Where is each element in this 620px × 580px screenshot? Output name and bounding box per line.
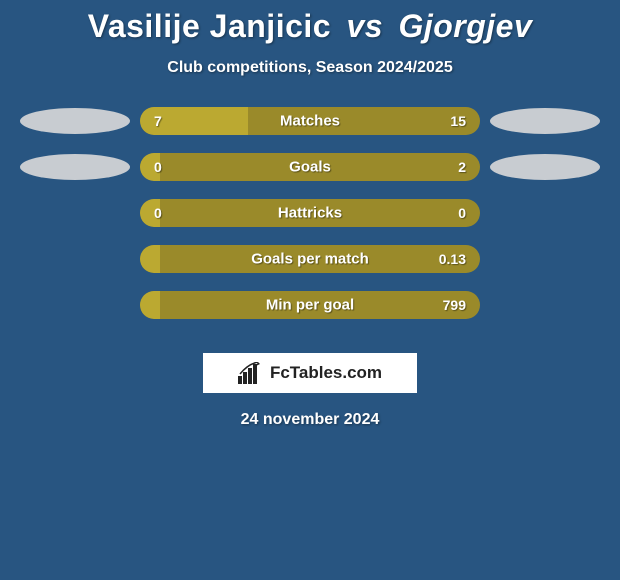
stat-value-left: 0 [154,205,162,221]
stat-value-right: 0.13 [439,251,466,267]
decor-left-ellipse [20,154,130,180]
stat-value-right: 2 [458,159,466,175]
title-vs: vs [346,8,383,44]
stat-bar: 7 Matches 15 [140,107,480,135]
stat-bar-fill [140,245,160,273]
stat-label: Goals per match [251,251,369,268]
stat-value-right: 15 [450,113,466,129]
bars-icon [238,362,264,384]
stat-row: 7 Matches 15 [20,107,600,135]
stat-label: Hattricks [278,205,342,222]
stat-label: Goals [289,159,331,176]
player-a-name: Vasilije Janjicic [88,8,331,44]
branding-text: FcTables.com [270,363,382,383]
stat-label: Min per goal [266,297,354,314]
stat-value-right: 799 [443,297,466,313]
subtitle: Club competitions, Season 2024/2025 [167,59,452,77]
stat-row: 0 Goals 2 [20,153,600,181]
branding-banner: FcTables.com [203,353,417,393]
stat-bar: 0 Hattricks 0 [140,199,480,227]
stat-label: Matches [280,113,340,130]
page-title: Vasilije Janjicic vs Gjorgjev [88,8,533,45]
player-b-name: Gjorgjev [398,8,532,44]
stat-value-left: 7 [154,113,162,129]
stat-value-left: 0 [154,159,162,175]
stat-bar: 0 Goals 2 [140,153,480,181]
stat-row: Goals per match 0.13 [20,245,600,273]
stat-bar: Min per goal 799 [140,291,480,319]
decor-left-ellipse [20,108,130,134]
stat-bar-fill [140,291,160,319]
decor-right-ellipse [490,154,600,180]
stat-row: 0 Hattricks 0 [20,199,600,227]
stat-bar: Goals per match 0.13 [140,245,480,273]
decor-right-ellipse [490,108,600,134]
stat-value-right: 0 [458,205,466,221]
stat-row: Min per goal 799 [20,291,600,319]
date-text: 24 november 2024 [241,411,380,429]
